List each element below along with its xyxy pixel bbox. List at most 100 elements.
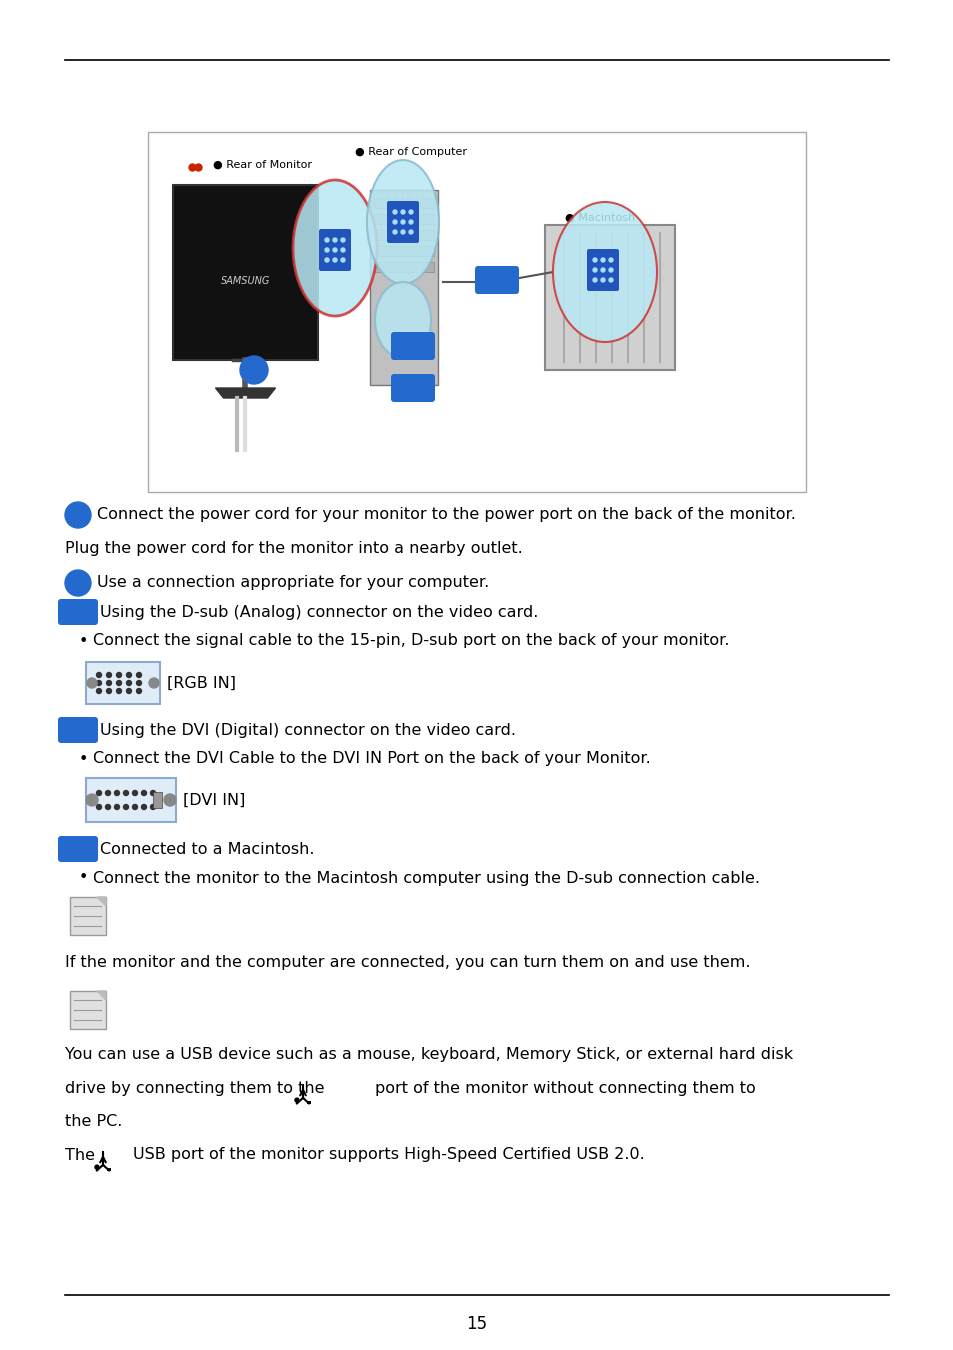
Circle shape (325, 248, 329, 252)
Text: drive by connecting them to the: drive by connecting them to the (65, 1080, 324, 1095)
Circle shape (340, 258, 345, 262)
Text: 1: 1 (73, 508, 83, 522)
Circle shape (393, 220, 396, 224)
FancyBboxPatch shape (86, 778, 175, 822)
FancyBboxPatch shape (70, 896, 106, 936)
Circle shape (151, 791, 155, 795)
Text: [RGB IN]: [RGB IN] (167, 675, 235, 690)
Polygon shape (97, 896, 106, 906)
Text: the PC.: the PC. (65, 1114, 122, 1129)
Circle shape (409, 230, 413, 234)
Text: •: • (78, 633, 88, 648)
Circle shape (127, 672, 132, 678)
Polygon shape (215, 387, 275, 398)
Text: USB port of the monitor supports High-Speed Certified USB 2.0.: USB port of the monitor supports High-Sp… (132, 1148, 644, 1162)
Text: [DVI IN]: [DVI IN] (183, 792, 245, 807)
FancyBboxPatch shape (387, 201, 418, 243)
Circle shape (340, 238, 345, 242)
Circle shape (393, 211, 396, 215)
Circle shape (127, 680, 132, 686)
Ellipse shape (293, 180, 376, 316)
Text: 2-1: 2-1 (69, 608, 88, 617)
Circle shape (107, 672, 112, 678)
Circle shape (132, 791, 137, 795)
Circle shape (409, 211, 413, 215)
Circle shape (340, 248, 345, 252)
FancyBboxPatch shape (374, 215, 434, 224)
Circle shape (96, 791, 101, 795)
Circle shape (593, 258, 597, 262)
FancyBboxPatch shape (374, 230, 434, 240)
Circle shape (123, 805, 129, 810)
Circle shape (409, 220, 413, 224)
FancyBboxPatch shape (318, 230, 351, 271)
Circle shape (123, 791, 129, 795)
Ellipse shape (553, 202, 657, 342)
Circle shape (400, 211, 405, 215)
Circle shape (96, 672, 101, 678)
Text: Connect the signal cable to the 15-pin, D-sub port on the back of your monitor.: Connect the signal cable to the 15-pin, … (92, 633, 729, 648)
Circle shape (400, 230, 405, 234)
Circle shape (608, 269, 613, 271)
Ellipse shape (367, 161, 438, 284)
FancyBboxPatch shape (148, 132, 805, 491)
Text: Connect the monitor to the Macintosh computer using the D-sub connection cable.: Connect the monitor to the Macintosh com… (92, 871, 760, 886)
Circle shape (151, 805, 155, 810)
FancyBboxPatch shape (58, 836, 98, 863)
Circle shape (107, 680, 112, 686)
Circle shape (608, 258, 613, 262)
Circle shape (106, 791, 111, 795)
Circle shape (608, 278, 613, 282)
Circle shape (136, 688, 141, 694)
FancyBboxPatch shape (370, 190, 437, 385)
Text: 15: 15 (466, 1315, 487, 1332)
Circle shape (127, 688, 132, 694)
Text: ● Rear of Computer: ● Rear of Computer (355, 147, 467, 157)
Circle shape (65, 502, 91, 528)
Circle shape (593, 278, 597, 282)
Circle shape (333, 258, 336, 262)
Circle shape (333, 238, 336, 242)
Text: SAMSUNG: SAMSUNG (220, 277, 270, 286)
Text: Using the DVI (Digital) connector on the video card.: Using the DVI (Digital) connector on the… (100, 722, 516, 737)
Circle shape (107, 688, 112, 694)
Ellipse shape (375, 282, 431, 358)
Circle shape (393, 230, 396, 234)
FancyBboxPatch shape (544, 225, 675, 370)
Circle shape (325, 238, 329, 242)
Circle shape (141, 791, 147, 795)
FancyBboxPatch shape (374, 246, 434, 256)
Text: 2-2: 2-2 (404, 342, 421, 351)
FancyBboxPatch shape (58, 717, 98, 742)
Circle shape (240, 356, 268, 383)
Text: Connect the power cord for your monitor to the power port on the back of the mon: Connect the power cord for your monitor … (97, 508, 795, 522)
Text: 2-1: 2-1 (404, 383, 421, 393)
Text: The: The (65, 1148, 95, 1162)
Text: •: • (78, 871, 88, 886)
Text: ● Macintosh: ● Macintosh (564, 213, 635, 223)
FancyBboxPatch shape (374, 262, 434, 271)
Text: If the monitor and the computer are connected, you can turn them on and use them: If the monitor and the computer are conn… (65, 956, 750, 971)
Circle shape (600, 269, 604, 271)
Circle shape (114, 805, 119, 810)
Text: You can use a USB device such as a mouse, keyboard, Memory Stick, or external ha: You can use a USB device such as a mouse… (65, 1048, 792, 1062)
Text: Plug the power cord for the monitor into a nearby outlet.: Plug the power cord for the monitor into… (65, 540, 522, 555)
Text: port of the monitor without connecting them to: port of the monitor without connecting t… (375, 1080, 755, 1095)
Circle shape (87, 678, 97, 688)
Circle shape (95, 1165, 99, 1169)
FancyBboxPatch shape (307, 1102, 311, 1104)
Circle shape (600, 258, 604, 262)
Circle shape (116, 680, 121, 686)
Text: 2-2: 2-2 (69, 725, 88, 734)
FancyBboxPatch shape (586, 248, 618, 292)
Text: 2-3: 2-3 (488, 275, 505, 285)
Circle shape (96, 680, 101, 686)
Circle shape (149, 678, 159, 688)
FancyBboxPatch shape (58, 599, 98, 625)
Text: 2: 2 (73, 576, 83, 590)
Text: Connected to a Macintosh.: Connected to a Macintosh. (100, 841, 314, 856)
Circle shape (65, 570, 91, 595)
Text: ● Rear of Monitor: ● Rear of Monitor (213, 161, 312, 170)
Text: Connect the DVI Cable to the DVI IN Port on the back of your Monitor.: Connect the DVI Cable to the DVI IN Port… (92, 752, 650, 767)
Text: •: • (78, 752, 88, 767)
